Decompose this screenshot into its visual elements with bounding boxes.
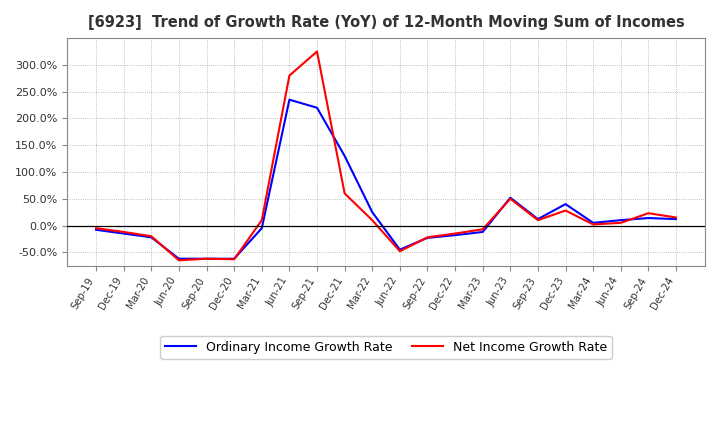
Ordinary Income Growth Rate	[312, 105, 321, 110]
Net Income Growth Rate	[534, 217, 542, 223]
Net Income Growth Rate	[341, 191, 349, 196]
Net Income Growth Rate	[672, 215, 680, 220]
Ordinary Income Growth Rate	[368, 209, 377, 215]
Net Income Growth Rate	[175, 258, 184, 263]
Ordinary Income Growth Rate	[534, 216, 542, 222]
Ordinary Income Growth Rate	[672, 216, 680, 222]
Net Income Growth Rate	[423, 235, 432, 240]
Ordinary Income Growth Rate	[423, 235, 432, 241]
Ordinary Income Growth Rate	[616, 217, 625, 223]
Net Income Growth Rate	[561, 208, 570, 213]
Legend: Ordinary Income Growth Rate, Net Income Growth Rate: Ordinary Income Growth Rate, Net Income …	[160, 336, 612, 359]
Net Income Growth Rate	[258, 217, 266, 223]
Ordinary Income Growth Rate	[478, 229, 487, 235]
Net Income Growth Rate	[644, 211, 653, 216]
Ordinary Income Growth Rate	[506, 195, 515, 200]
Net Income Growth Rate	[91, 226, 100, 231]
Ordinary Income Growth Rate	[395, 247, 404, 252]
Net Income Growth Rate	[616, 220, 625, 225]
Ordinary Income Growth Rate	[258, 226, 266, 231]
Ordinary Income Growth Rate	[175, 256, 184, 261]
Ordinary Income Growth Rate	[230, 256, 238, 261]
Net Income Growth Rate	[395, 249, 404, 254]
Net Income Growth Rate	[147, 234, 156, 239]
Net Income Growth Rate	[120, 229, 128, 235]
Net Income Growth Rate	[589, 222, 598, 227]
Ordinary Income Growth Rate	[91, 227, 100, 232]
Net Income Growth Rate	[285, 73, 294, 78]
Ordinary Income Growth Rate	[451, 232, 459, 238]
Ordinary Income Growth Rate	[285, 97, 294, 103]
Net Income Growth Rate	[368, 217, 377, 223]
Ordinary Income Growth Rate	[341, 153, 349, 158]
Ordinary Income Growth Rate	[147, 235, 156, 240]
Ordinary Income Growth Rate	[561, 202, 570, 207]
Line: Ordinary Income Growth Rate: Ordinary Income Growth Rate	[96, 100, 676, 259]
Ordinary Income Growth Rate	[202, 256, 211, 261]
Net Income Growth Rate	[230, 257, 238, 262]
Net Income Growth Rate	[451, 231, 459, 236]
Net Income Growth Rate	[506, 196, 515, 202]
Ordinary Income Growth Rate	[644, 216, 653, 221]
Title: [6923]  Trend of Growth Rate (YoY) of 12-Month Moving Sum of Incomes: [6923] Trend of Growth Rate (YoY) of 12-…	[88, 15, 685, 30]
Ordinary Income Growth Rate	[589, 220, 598, 225]
Net Income Growth Rate	[202, 256, 211, 261]
Line: Net Income Growth Rate: Net Income Growth Rate	[96, 51, 676, 260]
Ordinary Income Growth Rate	[120, 231, 128, 236]
Net Income Growth Rate	[312, 49, 321, 54]
Net Income Growth Rate	[478, 227, 487, 232]
